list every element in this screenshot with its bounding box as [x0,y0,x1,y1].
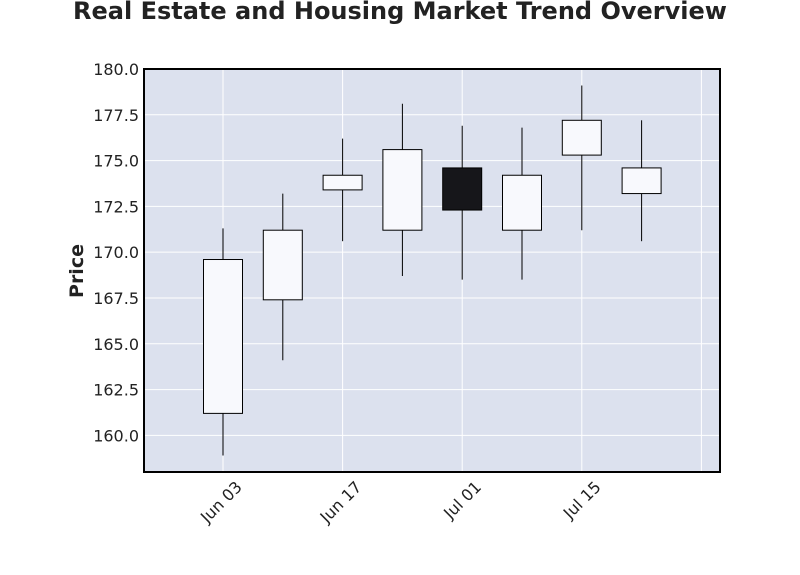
candle-body [442,167,483,211]
candle [262,193,303,361]
y-axis: 160.0 162.5 165.0 167.5 170.0 172.5 175.0 177.5… [93,60,139,445]
plot-frame [143,68,721,473]
candle [382,103,423,276]
y-tick-label: 175.0 [93,152,139,171]
chart-title: Real Estate and Housing Market Trend Ove… [73,0,727,25]
candle-body [502,174,542,231]
y-tick-label: 162.5 [93,381,139,400]
y-tick-label: 172.5 [93,197,139,216]
candle [502,127,542,280]
candles [203,85,662,456]
candle-body [621,167,662,195]
candle [442,125,483,280]
candle-body [322,174,363,191]
candle [621,120,662,242]
candle-body [382,149,423,231]
candle-body [561,119,602,156]
y-tick-label: 177.5 [93,106,139,125]
x-tick-label: Jul 15 [559,477,605,523]
y-axis-label: Price [66,244,88,298]
candle [322,138,363,242]
candle-body [262,229,303,301]
x-axis: Jun 03 Jun 17 Jul 01 Jul 15 [196,477,605,527]
y-tick-label: 167.5 [93,289,139,308]
y-tick-label: 165.0 [93,335,139,354]
y-tick-label: 160.0 [93,426,139,445]
x-tick-label: Jun 03 [196,477,246,527]
x-tick-label: Jul 01 [439,477,485,523]
x-tick-label: Jun 17 [316,477,366,527]
y-tick-label: 180.0 [93,60,139,79]
candle-body [203,259,243,414]
candle [561,85,602,231]
y-tick-label: 170.0 [93,243,139,262]
candle [203,228,243,456]
